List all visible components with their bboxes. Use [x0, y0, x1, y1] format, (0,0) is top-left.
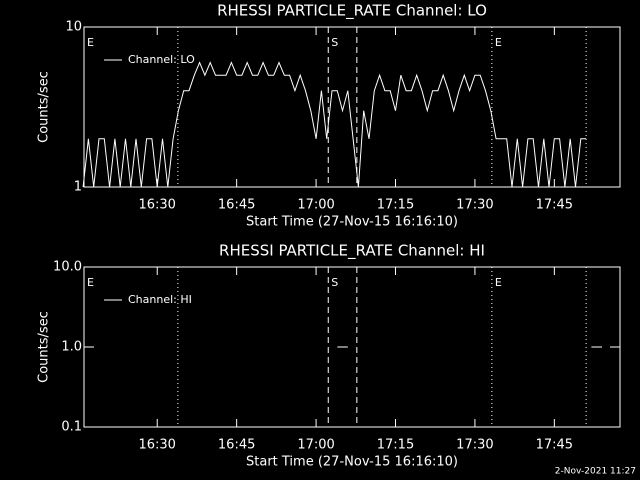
x-tick-label: 17:45 [536, 198, 573, 213]
x-tick-label: 17:00 [297, 438, 334, 453]
x-tick-label: 16:45 [218, 198, 255, 213]
y-tick-label: 10.0 [53, 260, 82, 275]
x-tick-label: 17:15 [377, 438, 414, 453]
plot-frame [83, 266, 621, 428]
x-tick-label: 17:45 [536, 438, 573, 453]
flag-label: E [495, 36, 502, 49]
y-tick-label: 0.1 [61, 420, 82, 435]
x-axis-label: Start Time (27-Nov-15 16:16:10) [246, 215, 458, 230]
plot-frame [83, 26, 621, 188]
x-axis-label: Start Time (27-Nov-15 16:16:10) [246, 455, 458, 470]
footer: 2-Nov-2021 11:27 [555, 467, 636, 477]
flag-label: E [495, 276, 502, 289]
y-tick-label: 1 [74, 180, 82, 195]
x-tick-label: 16:30 [138, 438, 175, 453]
data-line [82, 61, 587, 188]
flag-label: E [87, 276, 94, 289]
y-axis-label: Counts/sec [37, 311, 52, 383]
x-tick-label: 17:00 [297, 198, 334, 213]
legend-label: Channel: LO [128, 53, 195, 66]
x-tick-label: 17:30 [456, 198, 493, 213]
x-tick-label: 17:15 [377, 198, 414, 213]
flag-label: S [331, 276, 338, 289]
panel-title: RHESSI PARTICLE_RATE Channel: LO [217, 2, 487, 21]
y-tick-label: 10 [65, 20, 82, 35]
flag-label: E [87, 36, 94, 49]
y-tick-label: 1.0 [61, 340, 82, 355]
legend-label: Channel: HI [128, 293, 192, 306]
panel-title: RHESSI PARTICLE_RATE Channel: HI [219, 242, 485, 261]
y-axis-label: Counts/sec [37, 71, 52, 143]
x-tick-label: 16:30 [138, 198, 175, 213]
x-tick-label: 16:45 [218, 438, 255, 453]
flag-label: S [331, 36, 338, 49]
x-tick-label: 17:30 [456, 438, 493, 453]
